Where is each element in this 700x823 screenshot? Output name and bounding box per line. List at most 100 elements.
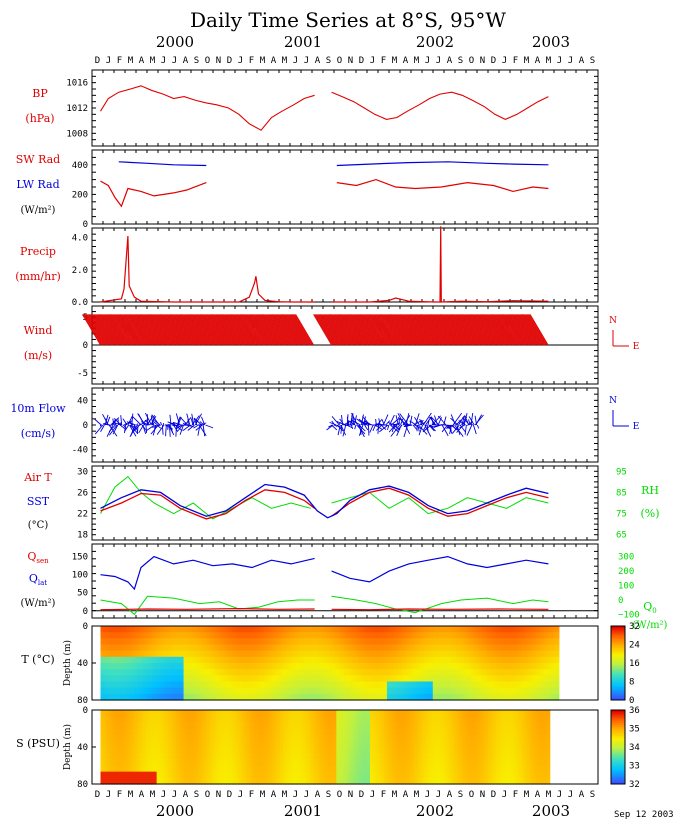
heatmap-cell — [386, 747, 391, 754]
heatmap-cell — [117, 728, 121, 736]
heatmap-cell — [126, 663, 130, 670]
wind-stick — [254, 314, 273, 346]
heatmap-cell — [179, 728, 183, 736]
month-label: N — [480, 56, 485, 66]
heatmap-cell — [426, 740, 430, 748]
current-stick — [472, 424, 477, 435]
heatmap-cell — [166, 681, 170, 689]
heatmap-cell — [427, 656, 431, 664]
heatmap-cell — [465, 710, 469, 717]
heatmap-cell — [117, 626, 122, 633]
heatmap-cell — [516, 753, 520, 760]
heatmap-cell — [492, 687, 497, 695]
heatmap-cell — [349, 669, 354, 676]
heatmap-cell — [229, 740, 234, 748]
heatmap-cell — [170, 740, 175, 748]
heatmap-cell — [499, 747, 503, 754]
flux-units: (W/m²) — [21, 598, 56, 609]
heatmap-cell — [352, 632, 357, 639]
wind-stick — [347, 314, 367, 346]
heatmap-cell — [220, 663, 225, 670]
heatmap-cell — [186, 650, 190, 658]
heatmap-cell — [524, 740, 528, 748]
wind-stick — [189, 314, 209, 346]
heatmap-cell — [235, 669, 239, 676]
heatmap-cell — [183, 638, 188, 646]
heatmap-cell — [294, 716, 298, 723]
heatmap-cell — [507, 644, 511, 652]
heatmap-cell — [501, 663, 505, 670]
wind-stick — [362, 314, 381, 346]
wind-stick — [153, 314, 172, 346]
heatmap-cell — [481, 669, 485, 676]
heatmap-cell — [229, 638, 233, 646]
heatmap-cell — [309, 632, 314, 639]
wind-stick — [148, 314, 168, 346]
heatmap-cell — [449, 693, 454, 701]
current-stick — [425, 417, 431, 426]
current-stick — [168, 424, 171, 437]
heatmap-cell — [481, 693, 485, 701]
heatmap-cell — [372, 663, 377, 670]
heatmap-cell — [160, 663, 165, 670]
heatmap-cell — [226, 728, 231, 736]
heatmap-cell — [484, 663, 488, 670]
heatmap-cell — [117, 669, 122, 676]
heatmap-cell — [163, 663, 167, 670]
heatmap-cell — [352, 681, 357, 689]
heatmap-cell — [240, 687, 245, 695]
month-label: F — [249, 790, 254, 800]
heatmap-cell — [341, 740, 346, 748]
heatmap-cell — [329, 644, 334, 652]
heatmap-cell — [169, 663, 173, 670]
heatmap-cell — [255, 675, 259, 683]
heatmap-cell — [445, 747, 450, 754]
heatmap-cell — [297, 753, 301, 760]
wind-stick — [93, 314, 113, 346]
heatmap-cell — [375, 663, 379, 670]
current-stick — [462, 417, 470, 426]
heatmap-cell — [481, 687, 485, 695]
heatmap-cell — [260, 747, 264, 754]
wind-stick — [330, 314, 350, 346]
heatmap-cell — [458, 687, 463, 695]
heatmap-cell — [192, 687, 196, 695]
heatmap-cell — [240, 663, 245, 670]
current-stick — [450, 414, 456, 426]
heatmap-cell — [454, 728, 458, 736]
bp-line — [100, 85, 549, 131]
heatmap-cell — [501, 681, 505, 689]
heatmap-cell — [151, 734, 155, 742]
wind-stick — [174, 314, 194, 346]
heatmap-cell — [455, 656, 460, 664]
heatmap-cell — [129, 693, 133, 701]
heatmap-cell — [434, 734, 438, 742]
heatmap-cell — [507, 716, 511, 723]
heatmap-cell — [165, 753, 169, 760]
heatmap-cell — [315, 693, 319, 701]
heatmap-cell — [482, 740, 486, 748]
heatmap-cell — [527, 753, 531, 760]
wind-stick — [144, 314, 164, 346]
wind-stick — [394, 314, 414, 346]
heatmap-cell — [457, 716, 461, 723]
heatmap-cell — [126, 687, 130, 695]
y-tick-label: 2.0 — [72, 266, 88, 276]
heatmap-cell — [452, 693, 457, 701]
heatmap-cell — [449, 644, 454, 652]
heatmap-cell — [195, 722, 200, 730]
heatmap-cell — [166, 693, 170, 701]
heatmap-cell — [297, 728, 301, 736]
heatmap-cell — [524, 644, 528, 652]
heatmap-cell — [424, 693, 428, 701]
heatmap-cell — [177, 669, 182, 676]
heatmap-cell — [418, 638, 422, 646]
heatmap-cell — [386, 722, 391, 730]
heatmap-cell — [478, 663, 483, 670]
heatmap-cell — [180, 663, 185, 670]
heatmap-cell — [190, 734, 194, 742]
panel-frame — [91, 543, 599, 619]
heatmap-cell — [527, 656, 531, 664]
heatmap-cell — [431, 710, 436, 717]
heatmap-cell — [521, 626, 526, 633]
